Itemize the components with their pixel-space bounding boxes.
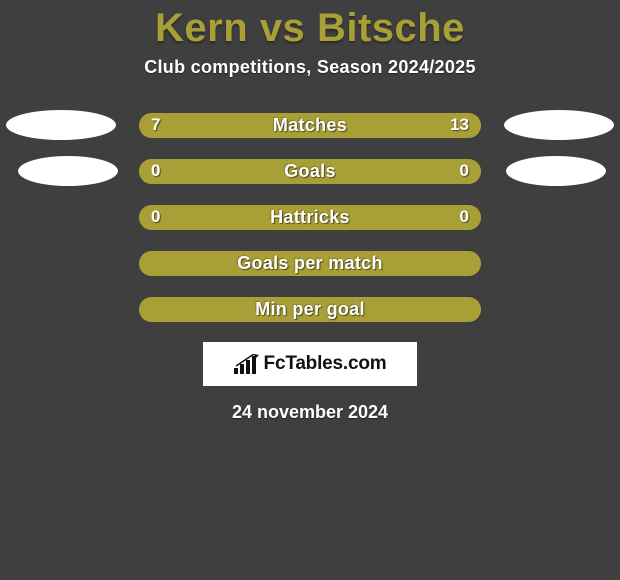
avatar-placeholder-left — [18, 156, 118, 186]
stat-bar-matches: 713Matches — [139, 113, 481, 138]
bar-label: Min per goal — [139, 297, 481, 322]
date-text: 24 november 2024 — [0, 402, 620, 423]
avatar-placeholder-right — [506, 156, 606, 186]
stat-bar-gpm: Goals per match — [139, 251, 481, 276]
title-player1: Kern — [155, 6, 248, 50]
avatar-placeholder-left — [6, 110, 116, 140]
page-title: Kern vs Bitsche — [0, 6, 620, 51]
bar-label: Hattricks — [139, 205, 481, 230]
stat-row-goals: 00Goals — [0, 148, 620, 194]
bars-container: 713Matches 00Goals 00Hattricks Goals per ma… — [0, 102, 620, 332]
title-vs: vs — [260, 6, 306, 50]
stat-row-hattricks: 00Hattricks — [0, 194, 620, 240]
logo-box: FcTables.com — [203, 342, 417, 386]
logo-chart-icon — [234, 354, 260, 374]
bar-label: Goals — [139, 159, 481, 184]
stat-row-matches: 713Matches — [0, 102, 620, 148]
stat-bar-hattricks: 00Hattricks — [139, 205, 481, 230]
bar-label: Matches — [139, 113, 481, 138]
stat-bar-goals: 00Goals — [139, 159, 481, 184]
stat-row-gpm: Goals per match — [0, 240, 620, 286]
logo-text: FcTables.com — [264, 353, 387, 375]
avatar-placeholder-right — [504, 110, 614, 140]
stat-bar-mpg: Min per goal — [139, 297, 481, 322]
bar-label: Goals per match — [139, 251, 481, 276]
content-area: Kern vs Bitsche Club competitions, Seaso… — [0, 0, 620, 423]
title-player2: Bitsche — [317, 6, 465, 50]
stat-row-mpg: Min per goal — [0, 286, 620, 332]
subtitle: Club competitions, Season 2024/2025 — [0, 57, 620, 78]
